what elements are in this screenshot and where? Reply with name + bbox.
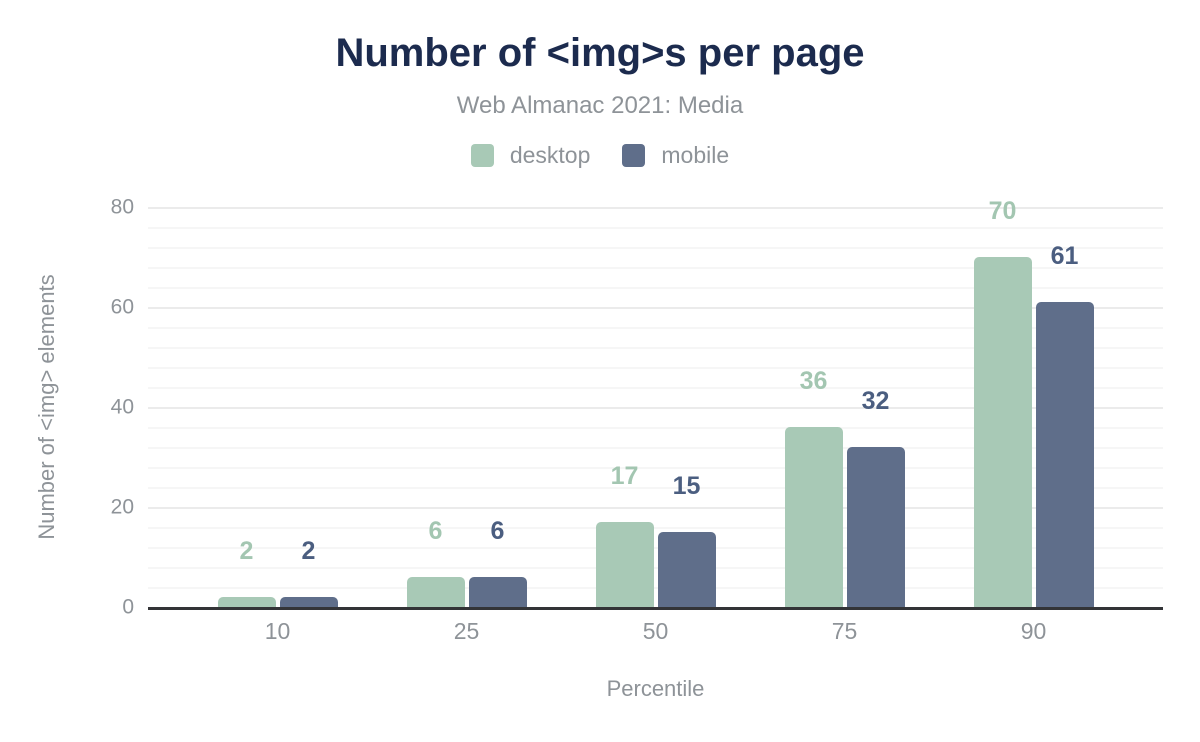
bar-value-label-desktop-p10: 2 <box>239 537 254 565</box>
legend-swatch-desktop <box>470 143 494 167</box>
bar-desktop-p75: 36 <box>784 369 843 607</box>
x-axis-ticks: 10 25 50 75 90 <box>148 618 1163 645</box>
y-tick-label-60: 60 <box>110 295 134 319</box>
bar-desktop-p10: 2 <box>217 539 276 607</box>
bar-mobile-p90: 61 <box>1035 244 1094 607</box>
bar-mobile-p10: 2 <box>279 539 338 607</box>
y-tick-label-80: 80 <box>110 195 134 219</box>
bar-desktop-p90: 70 <box>973 199 1032 607</box>
plot-area: 2 2 6 6 17 15 36 32 70 61 <box>148 199 1163 610</box>
bar-group-p75: 36 32 <box>750 369 939 607</box>
bar-value-label-desktop-p90: 70 <box>988 197 1017 225</box>
legend-label-mobile: mobile <box>661 141 730 168</box>
chart-subtitle: Web Almanac 2021: Media <box>456 92 744 119</box>
x-tick-label-75: 75 <box>831 618 858 644</box>
bar-desktop-p25: 6 <box>406 519 465 607</box>
bar-value-label-desktop-p25: 6 <box>428 517 443 545</box>
legend-item-mobile: mobile <box>622 142 729 169</box>
bar-mobile-p50: 15 <box>657 474 716 607</box>
legend-item-desktop: desktop <box>470 141 591 169</box>
bar-mobile-p25: 6 <box>468 519 527 607</box>
bar-group-p90: 70 61 <box>939 199 1128 607</box>
bar-value-label-desktop-p75: 36 <box>799 367 828 395</box>
x-tick-label-90: 90 <box>1020 618 1047 644</box>
y-tick-label-40: 40 <box>110 395 134 419</box>
bar-value-label-desktop-p50: 17 <box>610 462 639 490</box>
x-axis-title: Percentile <box>606 676 705 701</box>
y-tick-label-0: 0 <box>122 595 134 619</box>
bar-value-label-mobile-p50: 15 <box>672 472 701 500</box>
bar-value-label-mobile-p10: 2 <box>301 537 316 565</box>
chart-title: Number of <img>s per page <box>335 31 865 75</box>
bar-value-label-mobile-p75: 32 <box>861 387 890 415</box>
legend-label-desktop: desktop <box>509 141 591 168</box>
y-axis-ticks: 0 20 40 60 80 <box>0 197 134 618</box>
legend-swatch-mobile <box>622 143 646 167</box>
bar-group-p50: 17 15 <box>561 464 750 607</box>
bar-value-label-mobile-p90: 61 <box>1050 242 1079 270</box>
x-tick-label-50: 50 <box>642 618 669 644</box>
bar-mobile-p75: 32 <box>846 389 905 607</box>
bar-value-label-mobile-p25: 6 <box>490 517 505 545</box>
bar-desktop-p50: 17 <box>595 464 654 607</box>
legend: desktop mobile <box>0 142 1200 168</box>
x-tick-label-10: 10 <box>264 618 291 644</box>
x-tick-label-25: 25 <box>453 618 480 644</box>
y-tick-label-20: 20 <box>110 495 134 519</box>
bars-row: 2 2 6 6 17 15 36 32 70 61 <box>148 199 1163 607</box>
